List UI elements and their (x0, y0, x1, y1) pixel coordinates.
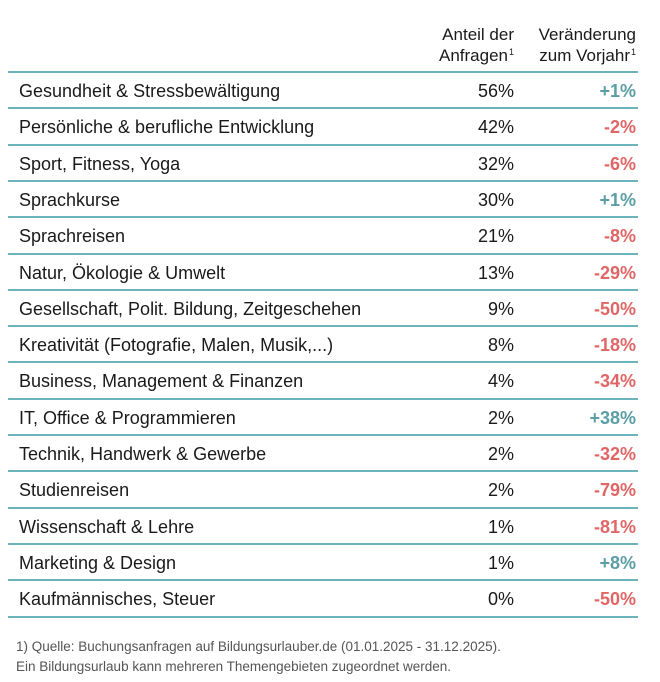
topic-label: Technik, Handwerk & Gewerbe (19, 444, 267, 464)
table-row: Natur, Ökologie & Umwelt 13% -29% (8, 255, 638, 289)
row-divider (8, 361, 638, 363)
change-value: +1% (599, 81, 636, 101)
change-value: -50% (593, 299, 636, 319)
change-value: -29% (593, 263, 636, 283)
share-value: 13% (477, 263, 514, 283)
row-divider (8, 253, 638, 255)
share-value: 9% (487, 299, 514, 319)
table-row: Marketing & Design 1% +8% (8, 545, 638, 579)
row-divider (8, 579, 638, 581)
table-row: Sprachreisen 21% -8% (8, 218, 638, 252)
topic-label: Gesellschaft, Polit. Bildung, Zeitgesche… (19, 299, 362, 319)
share-value: 2% (487, 444, 514, 464)
column-header-change-line1: Veränderung (538, 25, 636, 44)
topic-label: Marketing & Design (19, 553, 177, 573)
column-header-share-line1: Anteil der (442, 25, 514, 44)
table-row: Gesellschaft, Polit. Bildung, Zeitgesche… (8, 291, 638, 325)
change-value: -32% (593, 444, 636, 464)
topic-label: Sprachreisen (19, 226, 126, 246)
column-header-change-line2-wrap: zum Vorjahr1 (8, 45, 636, 66)
change-value: +38% (589, 408, 636, 428)
footnote-marker: 1 (630, 47, 636, 57)
column-header-share-line2-wrap: Anfragen1 (8, 45, 514, 66)
share-value: 21% (477, 226, 514, 246)
row-divider (8, 470, 638, 472)
change-value: -8% (603, 226, 636, 246)
row-divider (8, 216, 638, 218)
topic-label: Sprachkurse (19, 190, 121, 210)
share-value: 2% (487, 408, 514, 428)
table-row: Technik, Handwerk & Gewerbe 2% -32% (8, 436, 638, 470)
table-row: Kaufmännisches, Steuer 0% -50% (8, 581, 638, 615)
row-divider (8, 289, 638, 291)
change-value: -34% (593, 371, 636, 391)
table-row: Persönliche & berufliche Entwicklung 42% -… (8, 109, 638, 143)
row-divider (8, 543, 638, 545)
change-value: -2% (603, 117, 636, 137)
change-value: +8% (599, 553, 636, 573)
topic-label: Gesundheit & Stressbewältigung (19, 81, 281, 101)
topic-label: IT, Office & Programmieren (19, 408, 236, 428)
table-row: Kreativität (Fotografie, Malen, Musik,..… (8, 327, 638, 361)
footnote-marker: 1 (508, 47, 514, 57)
change-value: -6% (603, 154, 636, 174)
table-row: Studienreisen 2% -79% (8, 472, 638, 506)
table-header: Anteil der Anfragen1 Veränderung zum Vor… (8, 24, 636, 72)
table-row: Sport, Fitness, Yoga 32% -6% (8, 146, 638, 180)
footnote-note: Ein Bildungsurlaub kann mehreren Themeng… (16, 659, 452, 674)
topic-label: Sport, Fitness, Yoga (19, 154, 181, 174)
share-value: 30% (477, 190, 514, 210)
footnote: 1) Quelle: Buchungsanfragen auf Bildungs… (16, 637, 501, 677)
topic-label: Business, Management & Finanzen (19, 371, 304, 391)
row-divider (8, 144, 638, 146)
topic-label: Kaufmännisches, Steuer (19, 589, 216, 609)
topic-label: Kreativität (Fotografie, Malen, Musik,..… (19, 335, 334, 355)
topic-label: Studienreisen (19, 480, 130, 500)
share-value: 32% (477, 154, 514, 174)
topic-label: Persönliche & berufliche Entwicklung (19, 117, 315, 137)
table-row: Sprachkurse 30% +1% (8, 182, 638, 216)
table-row: Business, Management & Finanzen 4% -34% (8, 363, 638, 397)
table-row: IT, Office & Programmieren 2% +38% (8, 400, 638, 434)
change-value: -81% (593, 517, 636, 537)
row-divider (8, 398, 638, 400)
row-divider (8, 616, 638, 618)
column-header-share-line2: Anfragen (438, 46, 508, 65)
share-value: 1% (487, 517, 514, 537)
share-value: 2% (487, 480, 514, 500)
row-divider (8, 325, 638, 327)
row-divider (8, 507, 638, 509)
change-value: -79% (593, 480, 636, 500)
change-value: -50% (593, 589, 636, 609)
column-header-change: Veränderung zum Vorjahr1 (8, 24, 636, 66)
table-row: Gesundheit & Stressbewältigung 56% +1% (8, 73, 638, 107)
share-value: 56% (477, 81, 514, 101)
column-header-change-line2: zum Vorjahr (539, 46, 630, 65)
change-value: +1% (599, 190, 636, 210)
change-value: -18% (593, 335, 636, 355)
share-value: 8% (487, 335, 514, 355)
row-divider (8, 180, 638, 182)
share-value: 1% (487, 553, 514, 573)
topic-label: Wissenschaft & Lehre (19, 517, 195, 537)
row-divider (8, 434, 638, 436)
topic-label: Natur, Ökologie & Umwelt (19, 263, 226, 283)
column-header-share: Anteil der Anfragen1 (8, 24, 514, 66)
footnote-source: 1) Quelle: Buchungsanfragen auf Bildungs… (16, 639, 501, 654)
row-divider (8, 107, 638, 109)
share-value: 4% (487, 371, 514, 391)
header-divider (8, 71, 638, 73)
share-value: 0% (487, 589, 514, 609)
share-value: 42% (477, 117, 514, 137)
table-row: Wissenschaft & Lehre 1% -81% (8, 509, 638, 543)
